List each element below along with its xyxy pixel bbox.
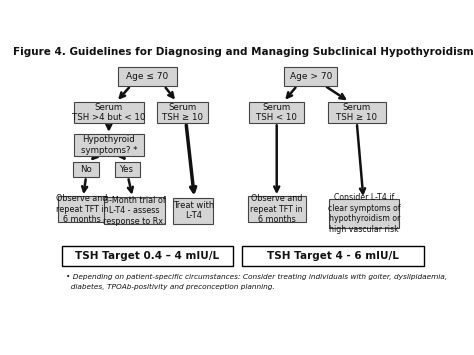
Text: Serum
TSH < 10: Serum TSH < 10: [256, 103, 297, 122]
Text: Serum
TSH ≥ 10: Serum TSH ≥ 10: [162, 103, 203, 122]
Text: Observe and
repeat TFT in
6 months: Observe and repeat TFT in 6 months: [56, 195, 109, 224]
Text: Serum
TSH ≥ 10: Serum TSH ≥ 10: [337, 103, 377, 122]
Text: Consider L-T4 if
clear symptoms of
hypothyroidism or
high vascular risk: Consider L-T4 if clear symptoms of hypot…: [328, 193, 401, 234]
FancyBboxPatch shape: [73, 162, 99, 177]
FancyBboxPatch shape: [173, 198, 213, 224]
Text: diabetes, TPOAb-positivity and preconception planning.: diabetes, TPOAb-positivity and preconcep…: [66, 284, 274, 290]
FancyBboxPatch shape: [58, 197, 106, 222]
FancyBboxPatch shape: [249, 102, 304, 123]
FancyBboxPatch shape: [115, 162, 140, 177]
Text: No: No: [80, 165, 92, 174]
FancyBboxPatch shape: [104, 197, 164, 224]
Text: TSH Target 4 - 6 mIU/L: TSH Target 4 - 6 mIU/L: [267, 251, 399, 261]
FancyBboxPatch shape: [118, 67, 177, 86]
Text: Hypothyroid
symptoms? *: Hypothyroid symptoms? *: [81, 135, 137, 155]
FancyBboxPatch shape: [62, 246, 233, 266]
FancyBboxPatch shape: [74, 134, 144, 156]
Text: 3-Month trial of
L-T4 - assess
response to Rx.: 3-Month trial of L-T4 - assess response …: [103, 196, 166, 226]
Text: Age > 70: Age > 70: [290, 72, 332, 81]
Text: Yes: Yes: [120, 165, 134, 174]
FancyBboxPatch shape: [157, 102, 208, 123]
FancyBboxPatch shape: [247, 197, 306, 222]
Text: Figure 4. Guidelines for Diagnosing and Managing Subclinical Hypothyroidism: Figure 4. Guidelines for Diagnosing and …: [12, 47, 474, 57]
Text: Treat with
L-T4: Treat with L-T4: [173, 201, 214, 220]
FancyBboxPatch shape: [284, 67, 337, 86]
FancyBboxPatch shape: [328, 102, 386, 123]
FancyBboxPatch shape: [329, 198, 399, 228]
Text: • Depending on patient-specific circumstances: Consider treating individuals wit: • Depending on patient-specific circumst…: [66, 274, 447, 280]
FancyBboxPatch shape: [242, 246, 424, 266]
Text: Age ≤ 70: Age ≤ 70: [126, 72, 169, 81]
Text: Serum
TSH >4 but < 10: Serum TSH >4 but < 10: [72, 103, 146, 122]
FancyBboxPatch shape: [74, 102, 144, 123]
Text: Observe and
repeat TFT in
6 months: Observe and repeat TFT in 6 months: [250, 195, 303, 224]
Text: TSH Target 0.4 – 4 mIU/L: TSH Target 0.4 – 4 mIU/L: [75, 251, 219, 261]
